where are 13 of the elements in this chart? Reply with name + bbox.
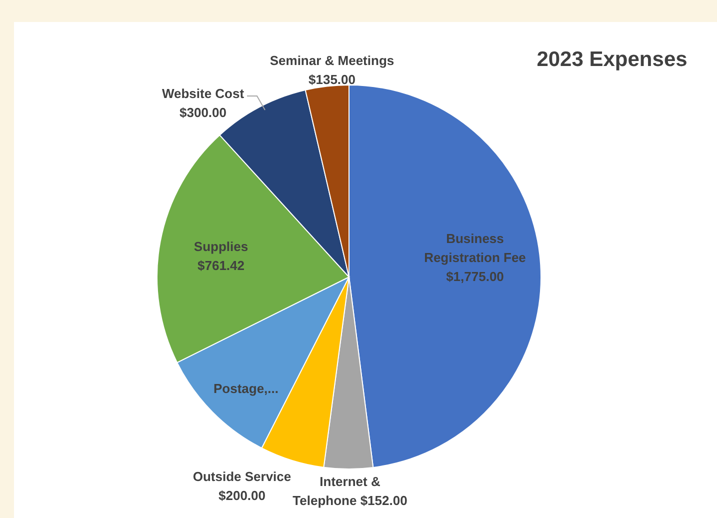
- data-label: $1,775.00: [446, 269, 504, 284]
- slice-label: Website Cost: [162, 86, 245, 101]
- text: 2023 Expenses: [536, 48, 688, 71]
- slice-label: Internet & Telephone $152.00: [292, 474, 408, 508]
- data-label: $300.00: [180, 105, 226, 120]
- slice-label: Supplies: [194, 239, 248, 254]
- slice-label: Seminar & Meetings: [270, 53, 394, 68]
- data-label: $135.00: [308, 72, 356, 87]
- data-label: $761.42: [198, 258, 244, 273]
- slice-label: Outside Service: [192, 469, 292, 484]
- slice-label: Business Registration Fee: [424, 231, 526, 265]
- slice-label: Postage,...: [213, 381, 279, 396]
- data-label: $200.00: [218, 488, 266, 503]
